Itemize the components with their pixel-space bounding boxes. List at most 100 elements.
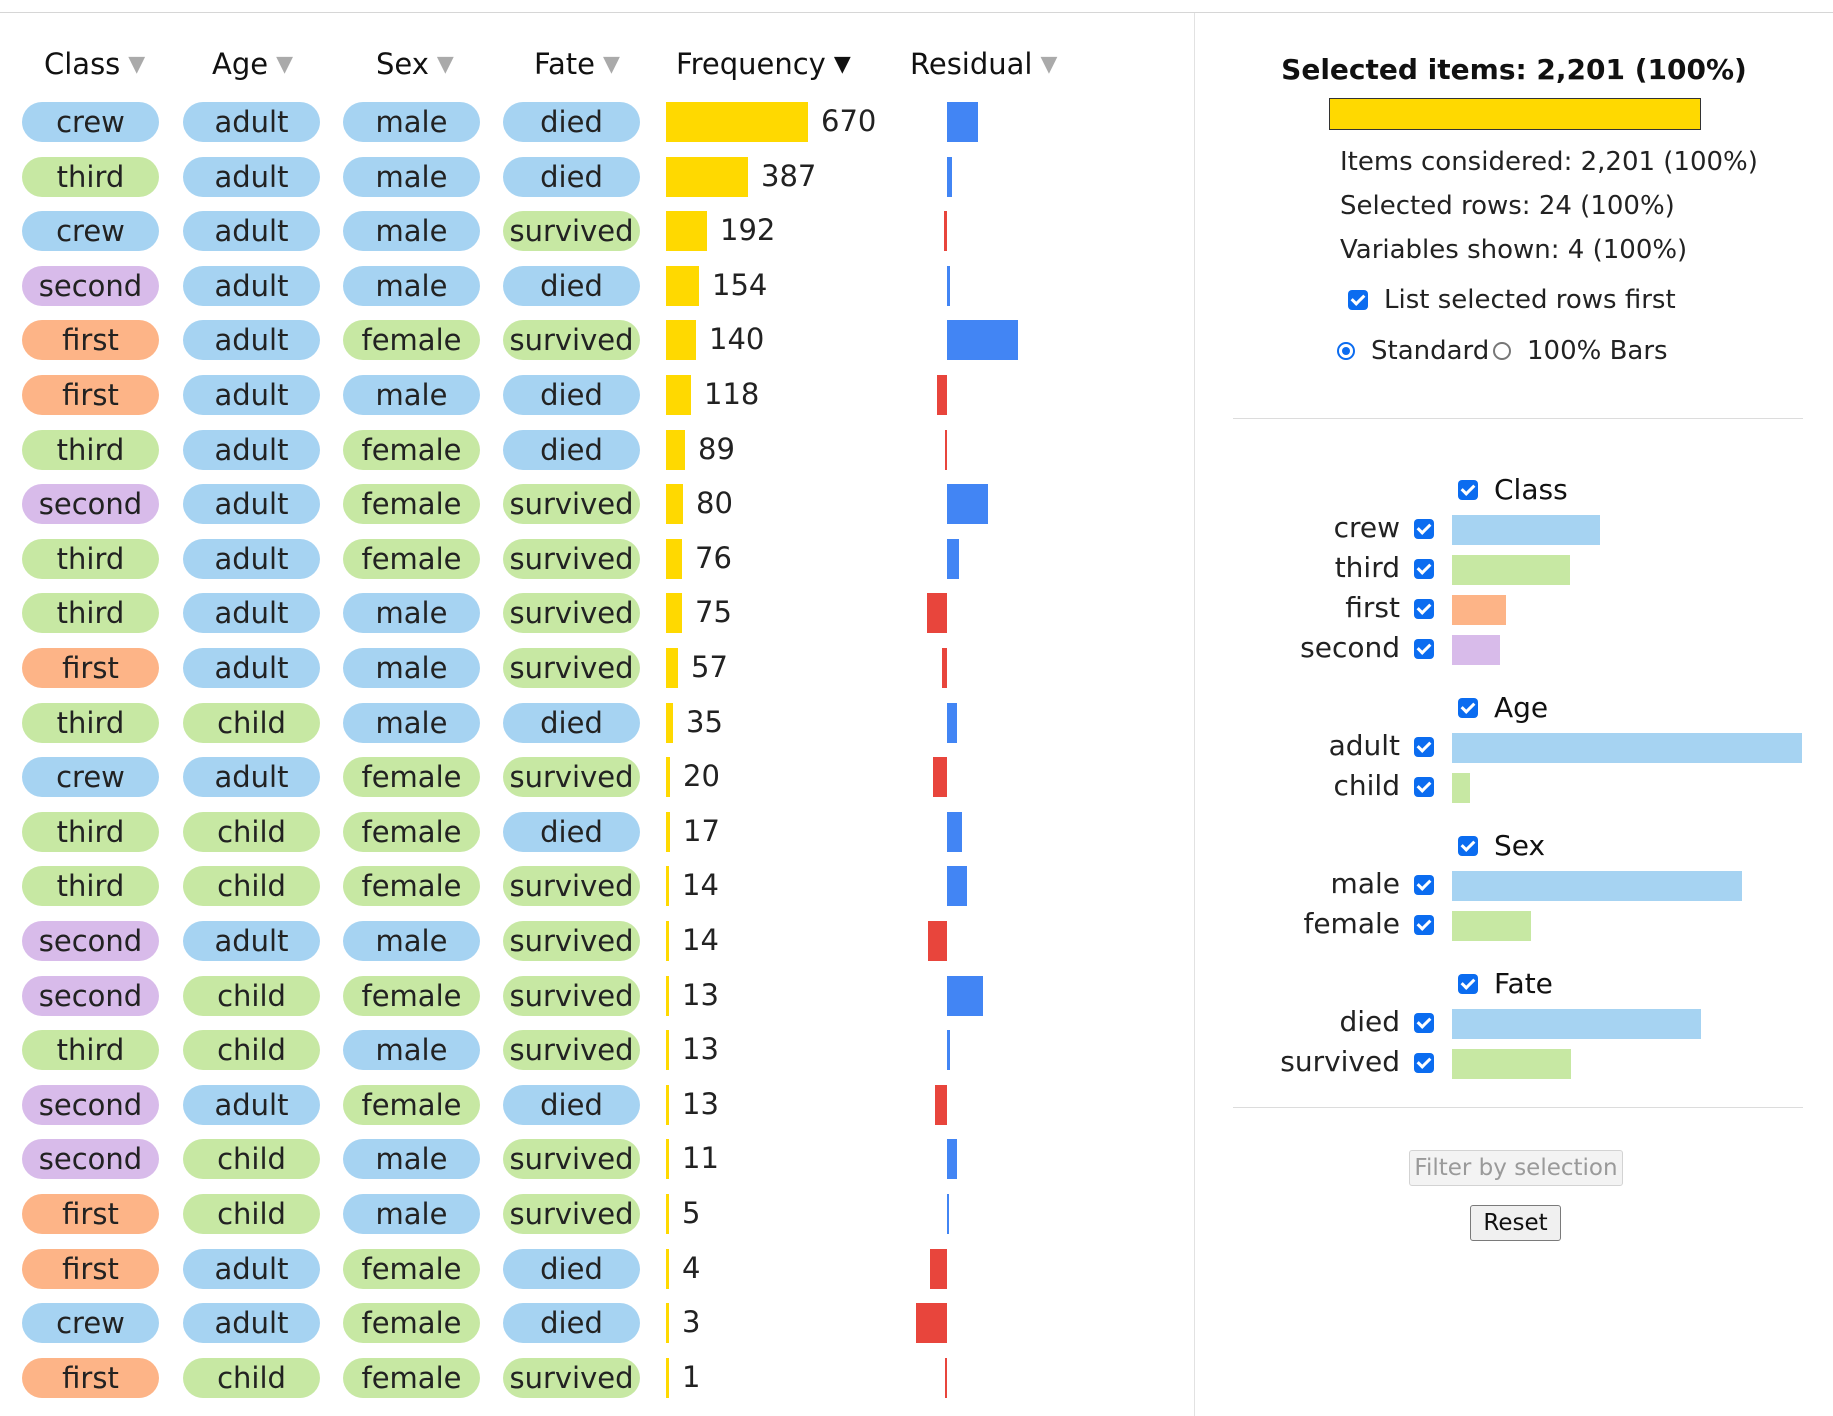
table-row[interactable]: crew adult female survived 20 — [0, 750, 1194, 805]
level-checkbox[interactable] — [1414, 777, 1434, 797]
level-checkbox[interactable] — [1414, 1013, 1434, 1033]
age-cell: child — [183, 811, 320, 852]
variable-checkbox[interactable] — [1458, 479, 1478, 500]
variable-checkbox[interactable] — [1458, 973, 1478, 994]
reset-button[interactable]: Reset — [1470, 1205, 1561, 1241]
frequency-bar — [666, 921, 669, 961]
table-row[interactable]: third child male survived 13 — [0, 1023, 1194, 1078]
table-row[interactable]: third adult male died 387 — [0, 150, 1194, 205]
residual-bar — [933, 757, 947, 798]
frequency-value: 154 — [712, 267, 768, 302]
class-cell: crew — [22, 757, 159, 798]
fate-cell: died — [503, 811, 640, 852]
level-label: survived — [1280, 1045, 1400, 1078]
sort-arrow-icon[interactable]: ▼ — [603, 51, 620, 77]
standard-radio[interactable] — [1337, 342, 1355, 360]
level-checkbox[interactable] — [1414, 1053, 1434, 1073]
table-row[interactable]: third child female died 17 — [0, 805, 1194, 860]
residual-bar — [935, 1084, 947, 1125]
header-residual-label: Residual — [910, 47, 1033, 81]
table-row[interactable]: third child female survived 14 — [0, 859, 1194, 914]
section-divider — [1233, 1107, 1803, 1108]
fate-cell: survived — [503, 1139, 640, 1180]
variable-header-fate[interactable]: Fate — [1458, 967, 1553, 1000]
frequency-value: 14 — [682, 923, 719, 957]
frequency-bar — [666, 757, 670, 798]
level-checkbox[interactable] — [1414, 519, 1434, 539]
fate-cell: died — [503, 156, 640, 197]
frequency-value: 14 — [682, 868, 719, 903]
header-frequency[interactable]: Frequency ▼ — [676, 44, 851, 84]
level-checkbox[interactable] — [1414, 599, 1434, 619]
sort-arrow-icon[interactable]: ▼ — [436, 51, 454, 77]
table-row[interactable]: first adult male survived 57 — [0, 641, 1194, 696]
sort-arrow-icon[interactable]: ▼ — [276, 51, 294, 77]
list-selected-first-checkbox[interactable] — [1348, 290, 1368, 310]
frequency-value: 13 — [682, 977, 719, 1012]
sex-cell: female — [343, 1357, 480, 1398]
table-row[interactable]: first adult female survived 140 — [0, 313, 1194, 368]
table-row[interactable]: crew adult male survived 192 — [0, 204, 1194, 259]
frequency-value: 35 — [686, 704, 723, 739]
frequency-bar — [666, 265, 699, 306]
header-age[interactable]: Age ▼ — [212, 44, 293, 84]
table-row[interactable]: second adult male survived 14 — [0, 914, 1194, 969]
table-row[interactable]: crew adult female died 3 — [0, 1296, 1194, 1351]
table-row[interactable]: first child female survived 1 — [0, 1351, 1194, 1406]
table-row[interactable]: third adult female died 89 — [0, 423, 1194, 478]
sex-cell: female — [343, 757, 480, 798]
variables-shown: Variables shown: 4 (100%) — [1340, 235, 1688, 265]
sex-cell: male — [343, 1194, 480, 1234]
table-row[interactable]: third adult female survived 76 — [0, 532, 1194, 587]
standard-option[interactable]: Standard — [1337, 336, 1489, 366]
list-selected-first-option[interactable]: List selected rows first — [1348, 285, 1676, 315]
variable-header-sex[interactable]: Sex — [1458, 829, 1545, 862]
class-cell: third — [22, 811, 159, 852]
level-bar — [1452, 773, 1470, 803]
class-cell: second — [22, 1139, 159, 1180]
header-sex[interactable]: Sex ▼ — [376, 44, 454, 84]
variable-header-age[interactable]: Age — [1458, 691, 1548, 724]
level-checkbox[interactable] — [1414, 915, 1434, 935]
residual-bar — [916, 1303, 947, 1344]
sort-arrow-icon[interactable]: ▼ — [128, 51, 146, 77]
table-row[interactable]: second adult female died 13 — [0, 1078, 1194, 1133]
level-checkbox[interactable] — [1414, 559, 1434, 579]
header-residual[interactable]: Residual ▼ — [910, 44, 1057, 84]
table-row[interactable]: second adult male died 154 — [0, 259, 1194, 314]
table-row[interactable]: third adult male survived 75 — [0, 586, 1194, 641]
sort-arrow-icon[interactable]: ▼ — [1040, 51, 1058, 77]
table-row[interactable]: crew adult male died 670 — [0, 95, 1194, 150]
age-cell: adult — [183, 921, 320, 961]
age-cell: child — [183, 975, 320, 1016]
variable-checkbox[interactable] — [1458, 697, 1478, 718]
fate-cell: died — [503, 265, 640, 306]
table-row[interactable]: first child male survived 5 — [0, 1187, 1194, 1242]
table-row[interactable]: first adult male died 118 — [0, 368, 1194, 423]
variable-checkbox[interactable] — [1458, 835, 1478, 856]
table-row[interactable]: second child male survived 11 — [0, 1132, 1194, 1187]
level-checkbox[interactable] — [1414, 737, 1434, 757]
table-row[interactable]: second child female survived 13 — [0, 969, 1194, 1024]
fate-cell: survived — [503, 1357, 640, 1398]
filter-by-selection-button[interactable]: Filter by selection — [1409, 1150, 1623, 1186]
variable-header-class[interactable]: Class — [1458, 473, 1568, 506]
frequency-bar — [666, 1357, 669, 1398]
level-checkbox[interactable] — [1414, 875, 1434, 895]
level-bar — [1452, 911, 1531, 941]
table-row[interactable]: third child male died 35 — [0, 696, 1194, 751]
table-row[interactable]: first adult female died 4 — [0, 1242, 1194, 1297]
frequency-bar — [666, 593, 682, 634]
age-cell: child — [183, 1139, 320, 1180]
age-cell: child — [183, 702, 320, 743]
sort-arrow-icon[interactable]: ▼ — [833, 51, 851, 77]
frequency-bar — [666, 866, 669, 907]
frequency-bar — [666, 811, 670, 852]
header-class[interactable]: Class ▼ — [44, 44, 145, 84]
header-fate[interactable]: Fate ▼ — [534, 44, 620, 84]
bars100-radio[interactable] — [1493, 342, 1511, 360]
level-checkbox[interactable] — [1414, 639, 1434, 659]
bars100-option[interactable]: 100% Bars — [1493, 336, 1668, 366]
fate-cell: survived — [503, 1194, 640, 1234]
table-row[interactable]: second adult female survived 80 — [0, 477, 1194, 532]
